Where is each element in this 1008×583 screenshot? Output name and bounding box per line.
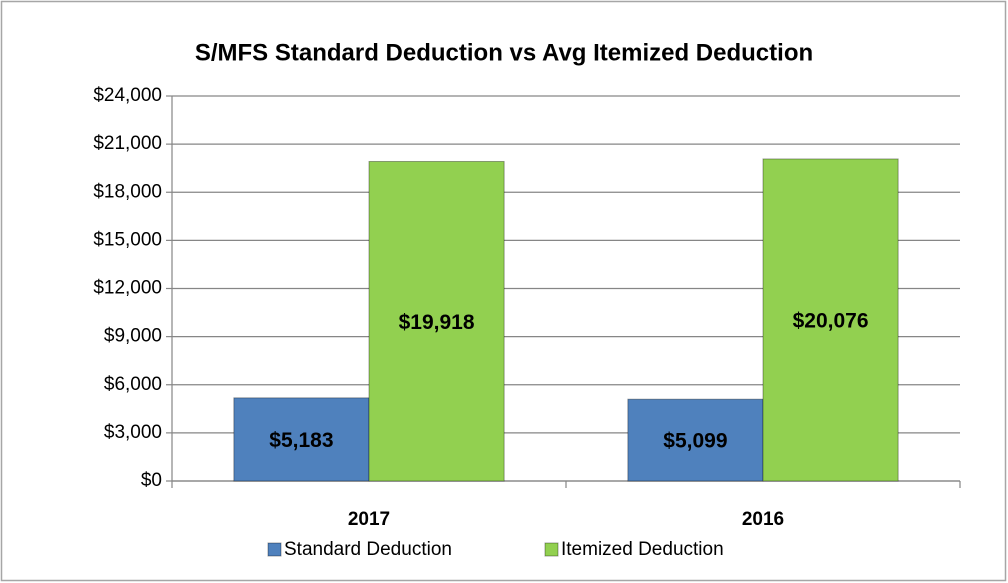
y-tick-label: $21,000 — [93, 133, 162, 154]
value-label: $5,099 — [663, 430, 727, 453]
y-tick-label: $9,000 — [104, 326, 162, 347]
legend-swatch — [267, 542, 282, 557]
legend-label: Itemized Deduction — [561, 539, 724, 560]
legend-swatch — [544, 542, 559, 557]
y-tick-label: $0 — [141, 470, 162, 491]
y-tick-label: $6,000 — [104, 374, 162, 395]
bar — [368, 160, 505, 482]
x-tick-label: 2017 — [348, 509, 390, 530]
value-label: $19,918 — [399, 311, 475, 334]
value-label: $5,183 — [269, 429, 333, 452]
value-label: $20,076 — [793, 310, 869, 333]
bar — [233, 397, 370, 482]
y-tick-label: $15,000 — [93, 229, 162, 250]
legend-label: Standard Deduction — [284, 539, 452, 560]
chart-title: S/MFS Standard Deduction vs Avg Itemized… — [195, 39, 813, 66]
y-tick-label: $3,000 — [104, 422, 162, 443]
y-tick-label: $18,000 — [93, 181, 162, 202]
bar — [762, 158, 899, 482]
x-tick-label: 2016 — [742, 509, 784, 530]
bar — [627, 398, 764, 482]
y-tick-label: $12,000 — [93, 278, 162, 299]
y-tick-label: $24,000 — [93, 85, 162, 106]
